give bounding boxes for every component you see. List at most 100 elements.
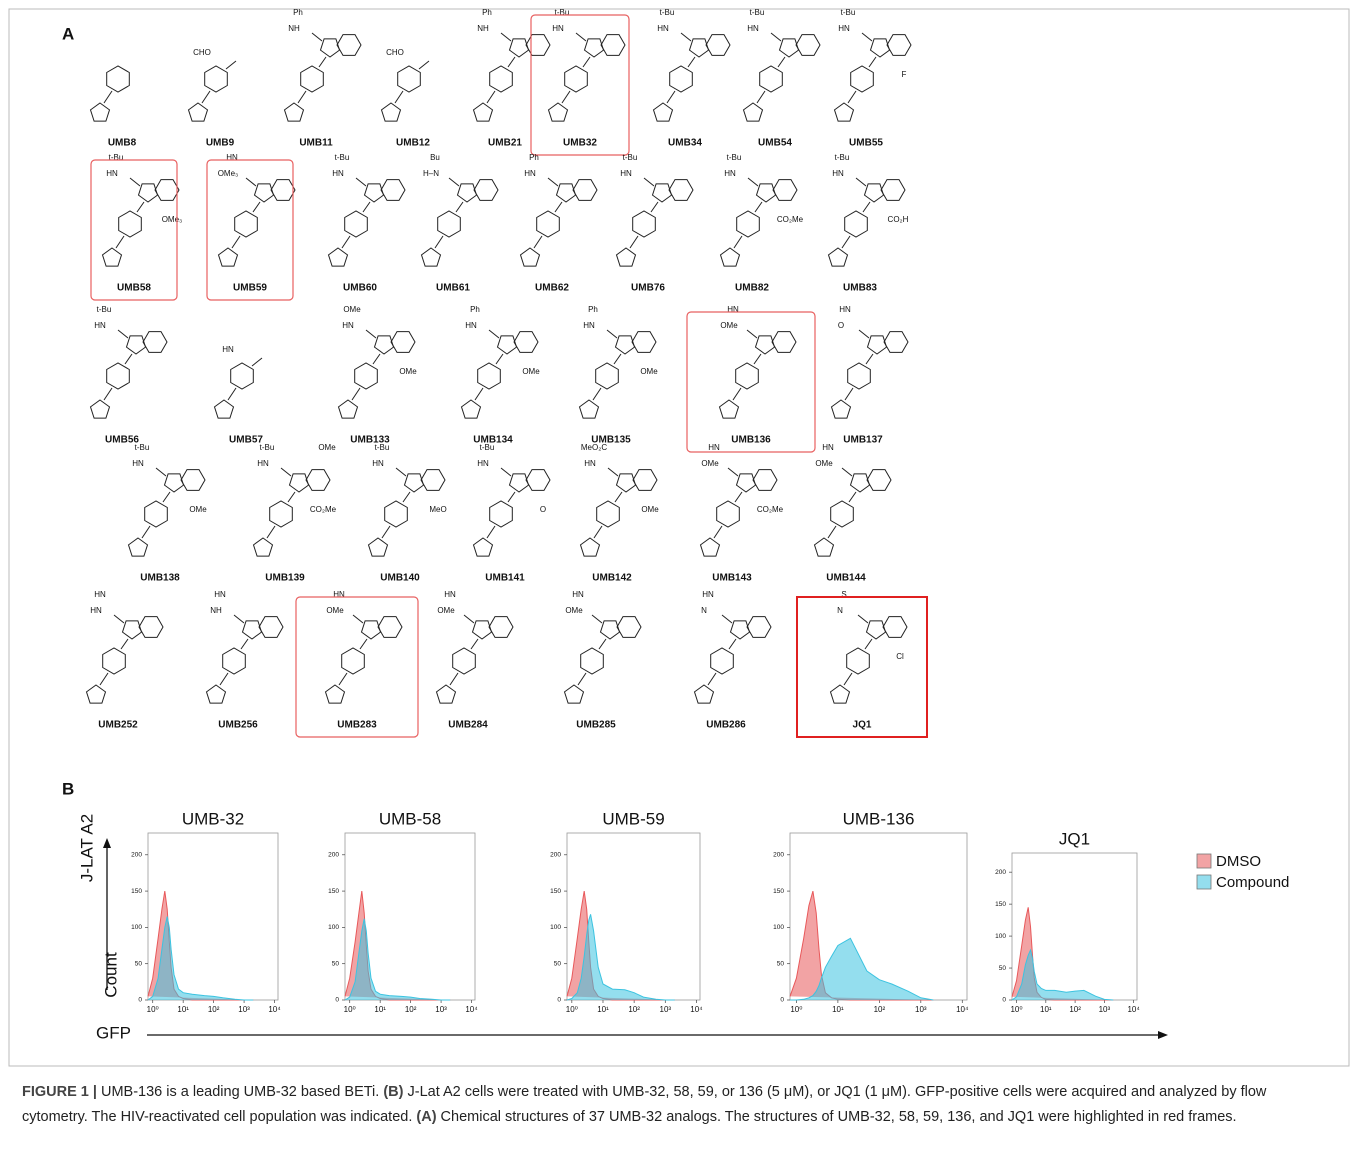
group-label: N [701,606,707,615]
ring [230,362,254,390]
caption-segment: (B) [383,1084,404,1100]
group-label: Ph [470,305,480,314]
ring [735,473,757,493]
bond [561,90,571,104]
ring [849,473,871,493]
group-label: NH [477,24,489,33]
ring [564,65,588,93]
ring [460,399,482,419]
compound-label: UMB133 [350,435,390,446]
group-label: HN [214,590,226,599]
ring [705,34,731,56]
bond [219,672,229,686]
ring [420,247,442,267]
compound: Ph HN UMB62 [519,153,598,294]
bond [592,387,602,401]
ring [283,102,305,122]
group-label: HN [524,169,536,178]
bond [861,32,873,42]
ring [754,335,776,355]
bond [864,638,873,650]
ring [384,500,408,528]
ring [827,247,849,267]
ring [187,102,209,122]
ring [138,616,164,638]
x-tick-label: 10³ [238,1005,250,1014]
compound-label: UMB137 [843,435,883,446]
bond [365,329,377,339]
bond [862,201,871,213]
group-label: t-Bu [623,153,638,162]
compound: CHO UMB12 [380,48,430,149]
ring [508,473,530,493]
caption-segment: (A) [416,1109,437,1125]
compound: Ph HN OMe UMB134 [460,305,540,446]
bond [455,201,464,213]
bond [746,329,758,339]
group-label: NH [288,24,300,33]
ring [472,537,494,557]
x-tick-label: 10⁰ [790,1005,802,1014]
bond [629,235,639,249]
group-label: HN [583,321,595,330]
x-tick-label: 10⁰ [344,1005,356,1014]
bond [136,201,145,213]
legend-swatch [1196,853,1212,869]
caption-segment: FIGURE 1 | [22,1084,101,1100]
group-label: OMe₃ [162,215,183,224]
ring [258,616,284,638]
group-label: HN [257,459,269,468]
ring [341,647,365,675]
compound-label: UMB54 [758,138,792,149]
ring [578,399,600,419]
ring [632,469,658,491]
ring [865,620,887,640]
group-label: HN [333,590,345,599]
y-tick-label: 50 [777,960,785,967]
bond [124,353,133,365]
bond [841,467,853,477]
ring [795,34,821,56]
group-label: Ph [529,153,539,162]
bond [245,177,257,187]
group-label: O [540,505,546,514]
compound: HN OMe CO₂Me UMB143 [699,443,784,584]
compound-label: UMB140 [380,573,420,584]
ring [367,537,389,557]
ring [600,34,626,56]
bond [721,614,733,624]
ring [735,362,759,390]
ring [180,469,206,491]
ring [880,179,906,201]
compound-label: UMB76 [631,283,665,294]
y-tick-label: 50 [135,960,143,967]
bond [650,201,659,213]
group-label: HN [444,590,456,599]
group-label: OMe [437,606,455,615]
ring [473,179,499,201]
y-tick-label: 50 [554,960,562,967]
compound-label: UMB135 [591,435,631,446]
compound: t-Bu HN CO₂Me UMB82 [719,153,804,294]
compound-label: UMB142 [592,573,632,584]
bond [495,353,504,365]
group-label: O [838,321,844,330]
compound-label: UMB58 [117,283,151,294]
ring [360,620,382,640]
histogram-area [566,914,675,1001]
ring [102,647,126,675]
ring [863,183,885,203]
compound-label: UMB34 [668,138,702,149]
group-label: HN [94,590,106,599]
x-tick-label: 10² [628,1005,640,1014]
ring [403,473,425,493]
x-tick-label: 10¹ [374,1005,386,1014]
ring [772,179,798,201]
group-label: NH [210,606,222,615]
compound-label: UMB82 [735,283,769,294]
compound: HN O UMB137 [830,305,909,446]
ring [525,34,551,56]
bond [577,672,587,686]
ring [380,179,406,201]
ring [614,335,636,355]
